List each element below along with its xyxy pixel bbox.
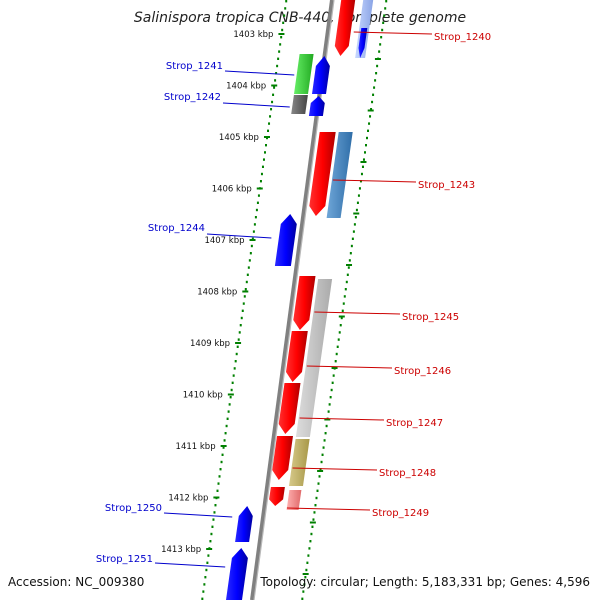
gene-layer: [226, 0, 374, 600]
gene-strop-1245-feature: [295, 279, 333, 437]
kbp-tick-label: 1406 kbp: [212, 185, 252, 195]
kbp-tick-label: 1405 kbp: [219, 133, 259, 143]
gene-leader-strop-1242: [222, 102, 290, 108]
genome-summary-text: Topology: circular; Length: 5,183,331 bp…: [259, 575, 590, 589]
gene-label-strop-1240: Strop_1240: [434, 32, 491, 43]
gene-strop-1248-feature: [289, 439, 310, 486]
gene-strop-1246-arrow: [286, 331, 308, 382]
kbp-tick-label: 1412 kbp: [168, 494, 208, 504]
gene-label-strop-1244: Strop_1244: [148, 223, 205, 234]
gene-label-strop-1245: Strop_1245: [402, 312, 459, 323]
gene-label-strop-1242: Strop_1242: [164, 92, 221, 103]
kbp-tick-label: 1409 kbp: [190, 339, 230, 349]
gene-leader-strop-1245: [314, 311, 401, 315]
kbp-tick-label: 1410 kbp: [183, 391, 223, 401]
gene-label-strop-1248: Strop_1248: [379, 468, 436, 479]
gene-leader-strop-1240: [353, 31, 433, 35]
gene-strop-1247-arrow: [278, 383, 301, 434]
gene-label-strop-1246: Strop_1246: [394, 366, 451, 377]
gene-leader-strop-1247: [299, 417, 385, 421]
gene-strop-1243-feature: [326, 132, 353, 218]
kbp-tick-label: 1407 kbp: [204, 236, 244, 246]
gene-strop-1241-feature: [294, 54, 314, 94]
kbp-tick-label: 1408 kbp: [197, 288, 237, 298]
gene-strop-1249-feature: [286, 490, 302, 510]
kbp-tick-label: 1411 kbp: [176, 442, 216, 452]
gene-leader-strop-1248: [292, 467, 378, 471]
gene-leader-strop-1249: [286, 507, 371, 511]
kbp-tick-label: 1413 kbp: [161, 545, 201, 555]
gene-strop-1250-arrow: [235, 506, 253, 542]
accession-text: Accession: NC_009380: [8, 575, 144, 589]
gene-strop-1240-feature-blue: [358, 28, 368, 58]
gene-label-strop-1250: Strop_1250: [105, 503, 162, 514]
kbp-tick-label: 1404 kbp: [226, 82, 266, 92]
gene-leader-strop-1244: [206, 233, 272, 239]
gene-leader-strop-1251: [154, 562, 226, 568]
gene-label-strop-1249: Strop_1249: [372, 508, 429, 519]
gene-strop-1249-arrow: [269, 487, 285, 506]
gene-strop-1243-arrow: [309, 132, 336, 216]
gene-strop-1242-feature: [291, 95, 308, 114]
gene-label-strop-1251: Strop_1251: [96, 554, 153, 565]
kbp-tick-label: 1403 kbp: [233, 30, 273, 40]
gene-strop-1244-arrow: [274, 214, 297, 266]
gene-strop-1240-arrow: [334, 0, 356, 56]
gene-label-strop-1243: Strop_1243: [418, 180, 475, 191]
gene-strop-1242-arrow: [308, 96, 325, 116]
tick-layer: 1403 kbp 1404 kbp 1405 kbp 1406 kbp 1407 kbp…: [161, 30, 381, 575]
gene-strop-1241-arrow: [312, 56, 330, 94]
gene-strop-1248-arrow: [272, 436, 293, 480]
gene-leader-strop-1246: [306, 365, 393, 369]
gene-leader-strop-1250: [163, 512, 233, 518]
grid-layer: [201, 0, 388, 600]
gene-strop-1245-arrow: [293, 276, 316, 330]
gene-leader-strop-1241: [224, 70, 295, 76]
gene-label-strop-1241: Strop_1241: [166, 61, 223, 72]
gene-label-layer: Strop_1240 Strop_1241 Strop_1242 Strop_1243…: [96, 31, 491, 568]
gene-strop-1251-arrow: [226, 548, 248, 600]
gene-leader-strop-1243: [332, 179, 417, 183]
gene-label-strop-1247: Strop_1247: [386, 418, 443, 429]
chart-title: Salinispora tropica CNB-440, complete ge…: [134, 10, 466, 26]
